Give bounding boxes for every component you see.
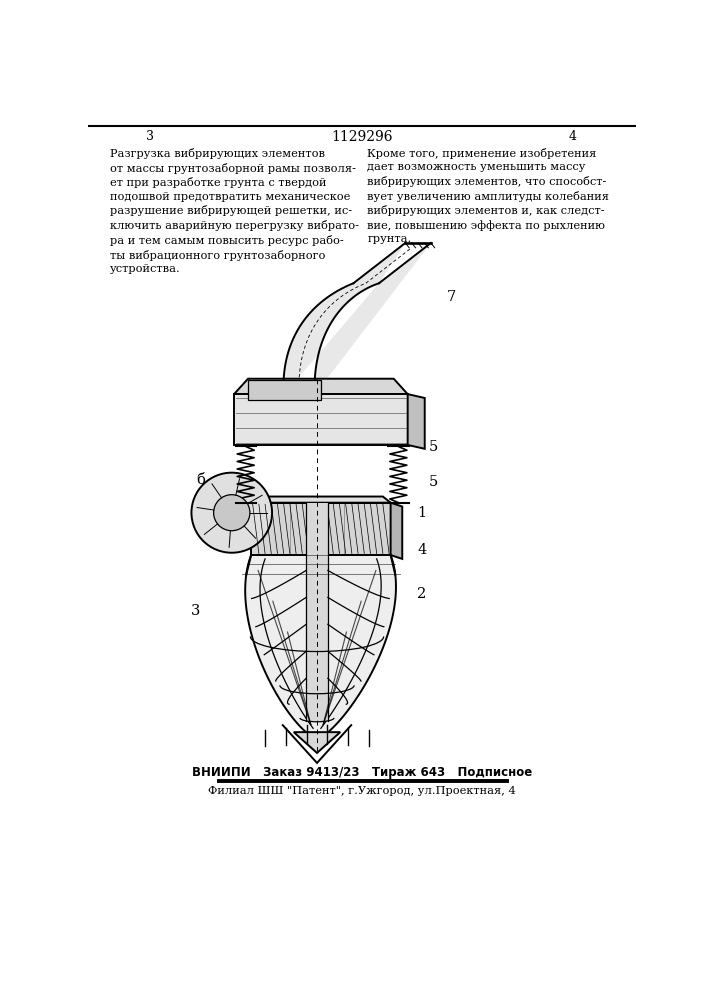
Polygon shape (284, 243, 431, 395)
Text: Кроме того, применение изобретения
дает возможность уменьшить массу
вибрирующих : Кроме того, применение изобретения дает … (368, 148, 609, 244)
Polygon shape (234, 394, 408, 445)
Text: 2: 2 (417, 587, 426, 601)
Circle shape (192, 473, 272, 553)
Polygon shape (248, 380, 321, 400)
Text: 5: 5 (428, 475, 438, 489)
Text: Разгрузка вибрирующих элементов
от массы грунтозаборной рамы позволя-
ет при раз: Разгрузка вибрирующих элементов от массы… (110, 148, 359, 274)
Text: 7: 7 (446, 290, 456, 304)
Text: 5: 5 (428, 440, 438, 454)
Polygon shape (251, 503, 391, 555)
Text: б: б (197, 473, 205, 487)
Polygon shape (293, 732, 340, 753)
Text: 3: 3 (191, 604, 200, 618)
Polygon shape (408, 394, 425, 449)
Text: 4: 4 (417, 543, 426, 557)
Text: ВНИИПИ   Заказ 9413/23   Тираж 643   Подписное: ВНИИПИ Заказ 9413/23 Тираж 643 Подписное (192, 766, 532, 779)
Polygon shape (391, 503, 402, 559)
Text: Филиал ШШ "Патент", г.Ужгород, ул.Проектная, 4: Филиал ШШ "Патент", г.Ужгород, ул.Проект… (208, 786, 516, 796)
Text: 3: 3 (146, 130, 154, 143)
Text: 1: 1 (417, 506, 426, 520)
Text: 1129296: 1129296 (331, 130, 392, 144)
Circle shape (214, 495, 250, 531)
Polygon shape (245, 555, 396, 736)
Text: 4: 4 (568, 130, 577, 143)
Polygon shape (306, 503, 328, 721)
Polygon shape (234, 379, 408, 394)
Polygon shape (251, 497, 391, 503)
